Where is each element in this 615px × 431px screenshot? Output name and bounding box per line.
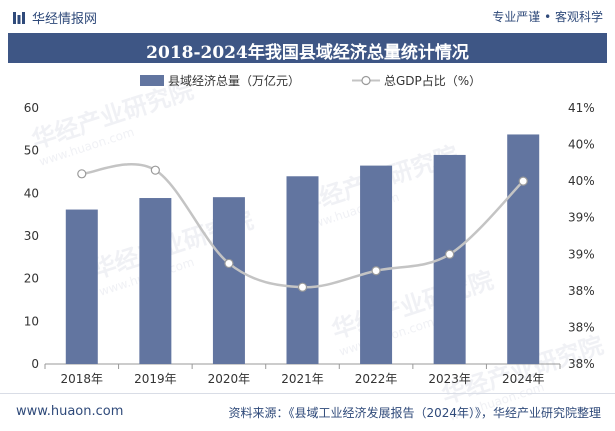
bar	[286, 176, 319, 364]
footer: www.huaon.com 资料来源：《县域工业经济发展报告（2024年）》，华…	[0, 393, 615, 431]
x-tick-label: 2019年	[134, 372, 177, 386]
x-tick-label: 2018年	[61, 372, 104, 386]
y-left-tick-label: 30	[24, 229, 39, 243]
y-left-tick-label: 0	[31, 357, 39, 371]
line-point	[77, 169, 87, 179]
bar	[507, 134, 540, 364]
top-bar: 华经情报网 专业严谨 • 客观科学	[0, 0, 615, 30]
legend-label-line: 总GDP占比（%）	[384, 73, 481, 88]
y-left-tick-label: 10	[24, 314, 39, 328]
y-left-tick-label: 60	[24, 101, 39, 115]
chart-title: 2018-2024年我国县域经济总量统计情况	[146, 43, 469, 63]
line-series	[77, 163, 528, 292]
y-right-tick-label: 39%	[568, 247, 595, 261]
line-point	[518, 176, 528, 186]
y-right-tick-label: 40%	[568, 138, 595, 152]
line-point	[224, 258, 234, 269]
y-right-tick-label: 38%	[568, 357, 595, 371]
brand-name: 华经情报网	[32, 12, 98, 27]
bar	[139, 198, 172, 364]
x-tick-label: 2020年	[208, 372, 251, 386]
bar	[65, 209, 98, 364]
y-right-tick-label: 39%	[568, 211, 595, 225]
legend-label-bar: 县域经济总量（万亿元）	[168, 73, 300, 88]
bar	[212, 197, 245, 364]
x-tick-label: 2021年	[281, 372, 324, 386]
y-left-tick-label: 20	[24, 272, 39, 286]
x-tick-label: 2024年	[502, 372, 545, 386]
y-right-tick-label: 40%	[568, 174, 595, 188]
y-right-tick-label: 41%	[568, 101, 595, 115]
legend: 县域经济总量（万亿元） 总GDP占比（%）	[140, 73, 481, 88]
line-point	[297, 282, 308, 292]
website-link[interactable]: www.huaon.com	[16, 404, 124, 419]
x-tick-label: 2023年	[428, 372, 471, 386]
y-left-tick-label: 50	[24, 144, 39, 158]
legend-swatch-marker	[361, 75, 371, 86]
y-right-tick-label: 38%	[568, 320, 595, 334]
line-point	[445, 249, 455, 259]
bar	[360, 165, 393, 364]
title-bar: 2018-2024年我国县域经济总量统计情况	[8, 33, 607, 63]
bars	[65, 134, 540, 364]
x-tick-label: 2022年	[355, 372, 398, 386]
slogan: 专业严谨 • 客观科学	[492, 10, 603, 24]
huajing-logo-icon	[13, 11, 25, 24]
line-point	[150, 165, 160, 175]
axes: 0 10 20 30 40 50 60 38% 38% 38% 39% 39% 40% 40% 41% 201…	[24, 101, 595, 386]
legend-swatch-bar	[140, 75, 164, 86]
y-right-tick-label: 38%	[568, 284, 595, 298]
brand: 华经情报网	[12, 8, 97, 27]
y-left-tick-label: 40	[24, 186, 39, 200]
line-point	[371, 266, 381, 276]
source-note: 资料来源：《县域工业经济发展报告（2024年）》，华经产业研究院整理	[228, 406, 601, 420]
